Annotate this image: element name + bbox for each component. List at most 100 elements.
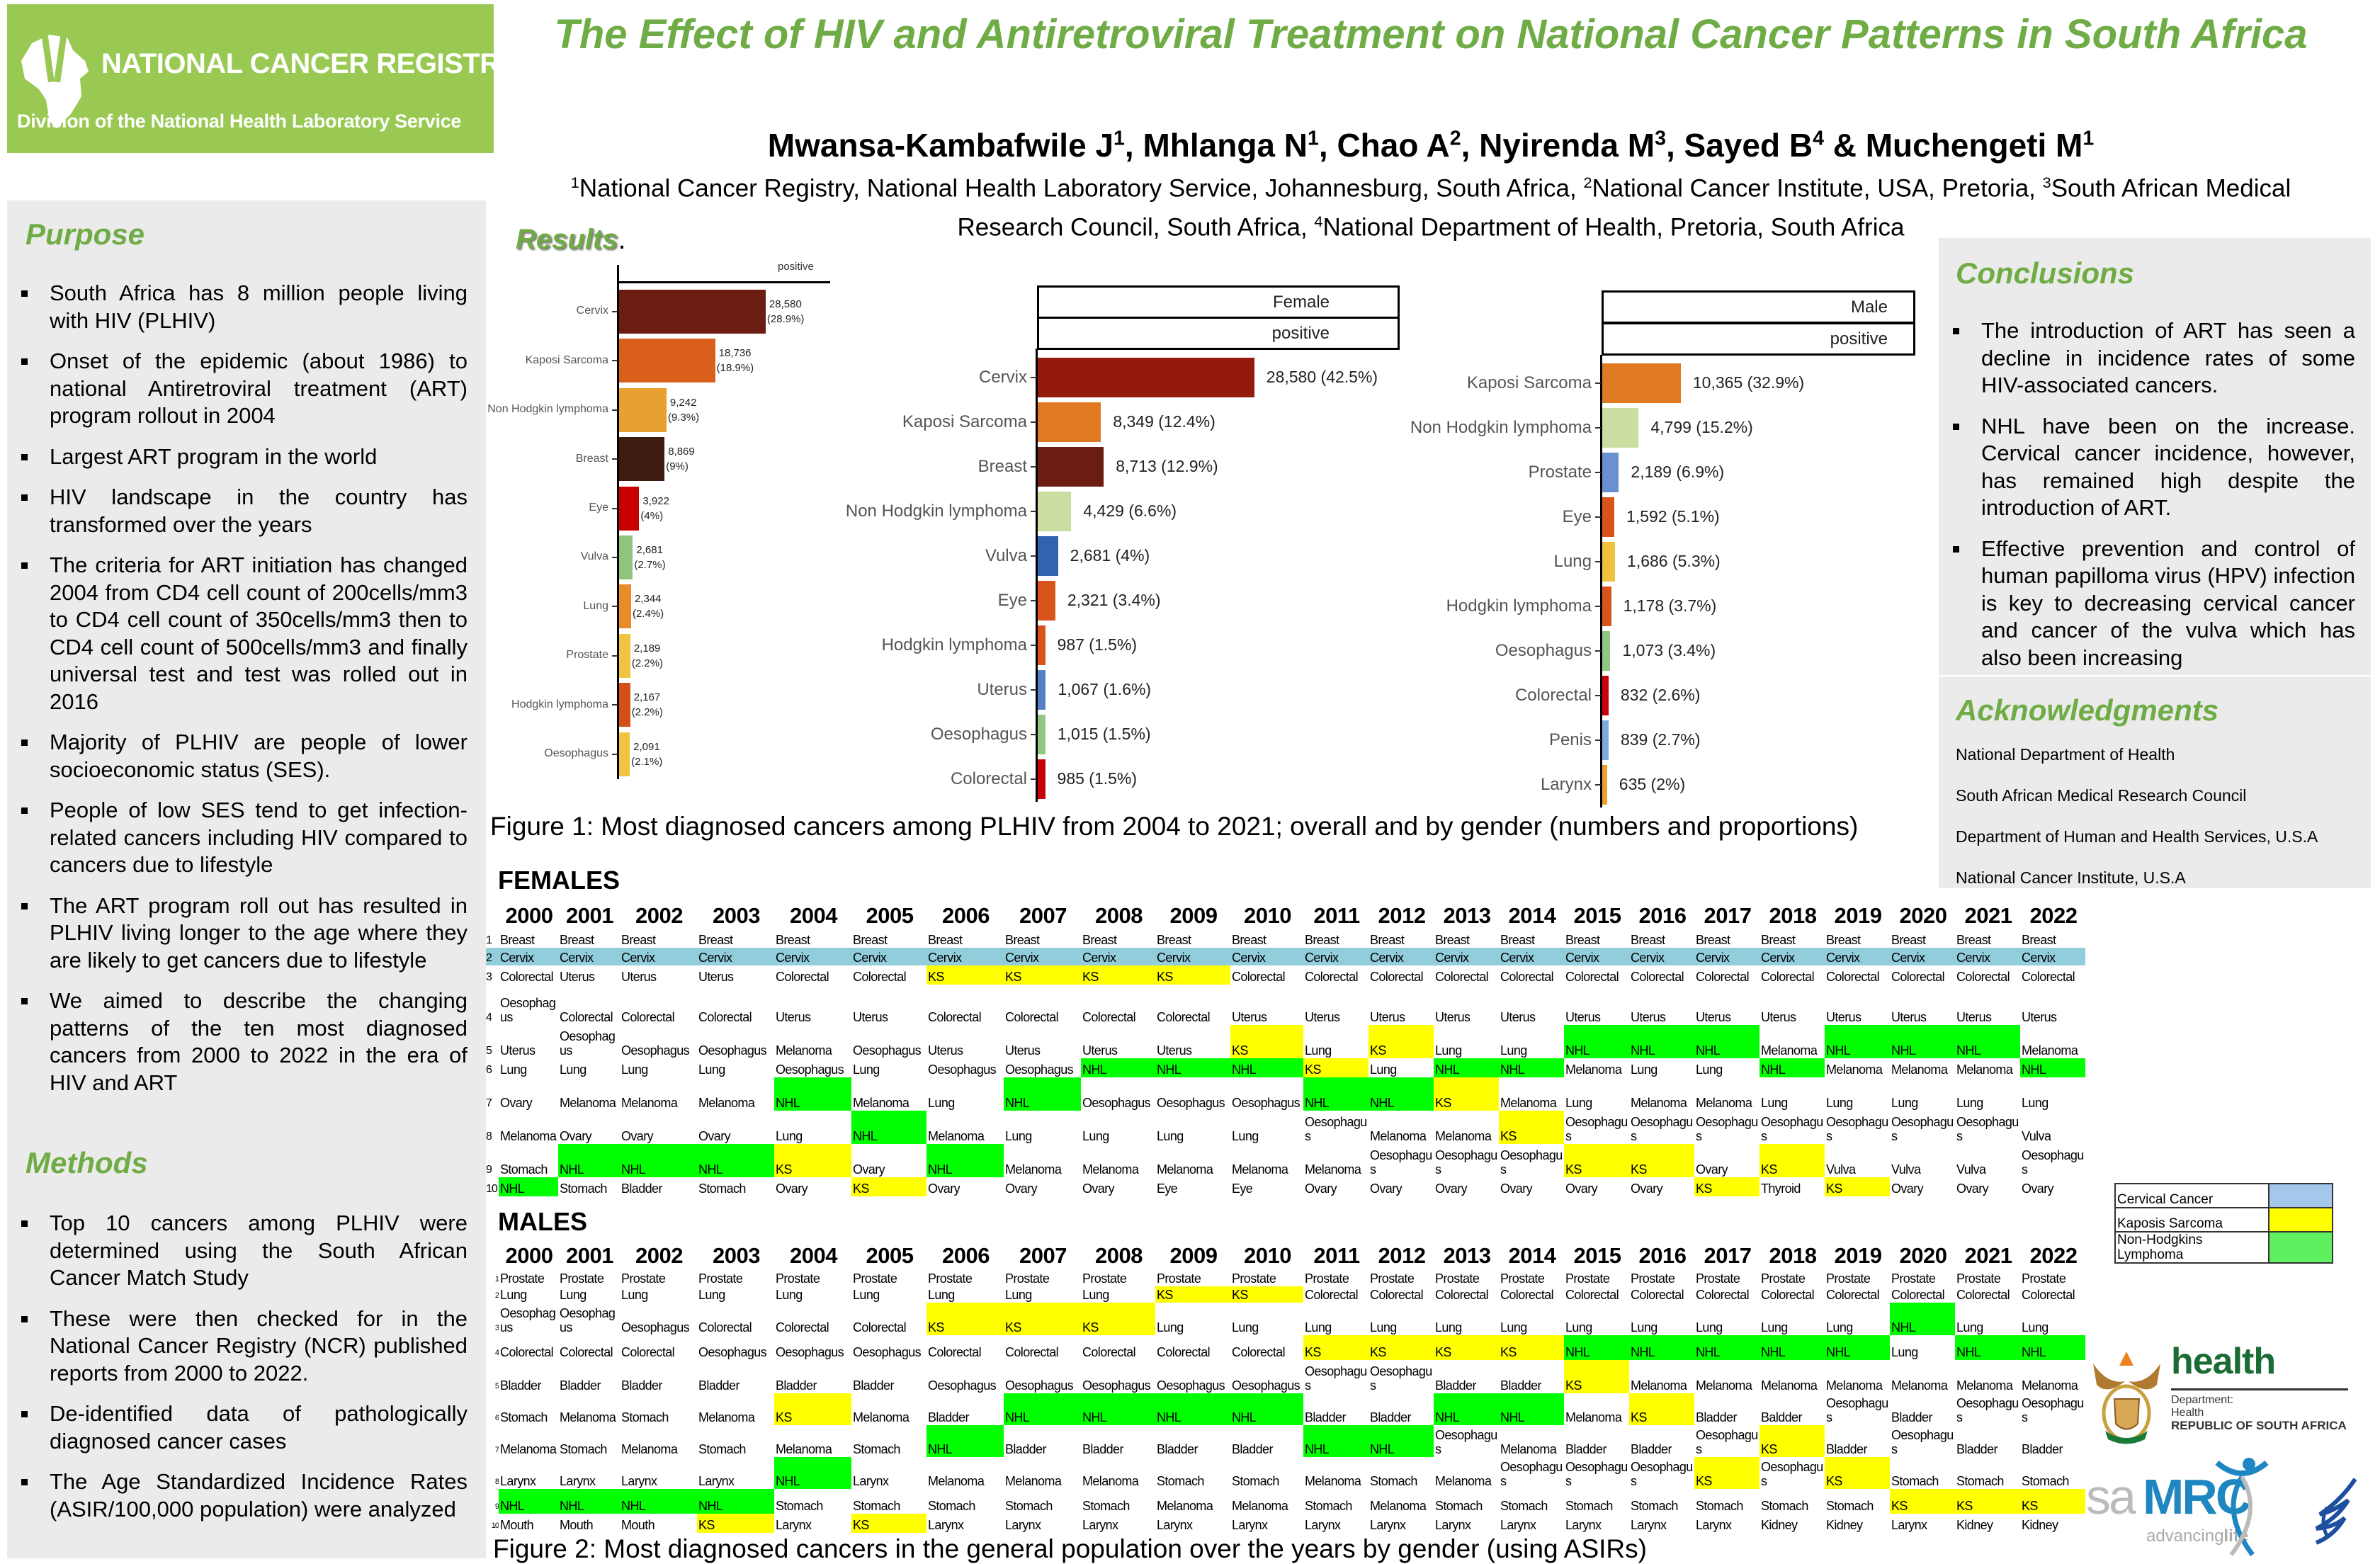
- tick-mark: [1595, 472, 1601, 473]
- cancer-cell: NHL: [697, 1144, 774, 1177]
- category-label: Penis: [1548, 730, 1592, 749]
- cancer-cell: Ovary: [853, 1162, 885, 1177]
- value-label: 1,067 (1.6%): [1058, 680, 1152, 699]
- cancer-cell: Oesophagus: [853, 1345, 922, 1359]
- cancer-cell: Uterus: [1157, 1043, 1192, 1058]
- cancer-cell: NHL: [1825, 1335, 1890, 1360]
- cancer-cell: Breast: [1500, 933, 1535, 947]
- cancer-cell: Cervix: [1004, 948, 1081, 965]
- cancer-cell: Larynx: [500, 1474, 536, 1488]
- tick-mark: [612, 458, 618, 460]
- tick-mark: [1031, 600, 1036, 601]
- cancer-cell: Breast: [2022, 933, 2056, 947]
- cancer-cell: Stomach: [500, 1410, 548, 1424]
- year-header: 2020: [1899, 1243, 1947, 1268]
- cancer-cell: Breast: [1305, 933, 1339, 947]
- cancer-cell: Uterus: [621, 970, 657, 984]
- category-label: Lung: [583, 599, 608, 612]
- cancer-cell: Colorectal: [560, 1345, 613, 1359]
- cancer-cell: Melanoma: [1157, 1499, 1213, 1513]
- cancer-cell: Melanoma: [1305, 1162, 1361, 1177]
- cancer-cell: Breast: [500, 933, 535, 947]
- cancer-cell: KS: [1081, 1303, 1155, 1335]
- cancer-cell: NHL: [1694, 1335, 1760, 1360]
- year-header: 2002: [635, 903, 683, 928]
- bar: [1038, 358, 1254, 397]
- cancer-cell: NHL: [1434, 1393, 1499, 1425]
- cancer-cell: Colorectal: [1232, 970, 1286, 984]
- cancer-cell: KS: [1694, 1457, 1760, 1489]
- rank-row: 9 Stomach NHL NHL NHL KS Ovary NHL Melanoma Melan…: [486, 1144, 2085, 1177]
- category-label: Oesophagus: [544, 747, 608, 759]
- tick-mark: [612, 311, 618, 312]
- cancer-cell: Vulva: [1891, 1162, 1921, 1177]
- bar: [619, 387, 667, 432]
- cancer-cell: Breast: [1891, 933, 1926, 947]
- cancer-cell: Uterus: [1082, 1043, 1118, 1058]
- cancer-cell: Cervix: [558, 948, 620, 965]
- cancer-cell: NHL: [1155, 1393, 1230, 1425]
- value-label: 8,713 (12.9%): [1116, 457, 1218, 476]
- cancer-cell: Colorectal: [1761, 1288, 1815, 1302]
- rank-row: 8 Melanoma Ovary Ovary Ovary Lung NHL Melanoma L…: [486, 1111, 2085, 1144]
- bar: [1602, 765, 1607, 805]
- cancer-cell: Breast: [698, 933, 733, 947]
- rank-number: 3: [494, 1324, 499, 1332]
- value-label: 1,178 (3.7%): [1623, 596, 1717, 616]
- category-label: Eye: [997, 590, 1027, 610]
- y-axis-line: [1600, 355, 1602, 808]
- cancer-cell: Cervix: [1499, 948, 1564, 965]
- rank-number: 6: [486, 1064, 492, 1076]
- cancer-cell: Breast: [1232, 933, 1266, 947]
- tick-mark: [1031, 778, 1036, 780]
- cancer-cell: Larynx: [1005, 1518, 1041, 1532]
- value-label: 635 (2%): [1619, 775, 1686, 794]
- cancer-cell: Lung: [1435, 1043, 1462, 1058]
- cancer-cell: Larynx: [853, 1474, 889, 1488]
- cancer-cell: NHL: [1368, 1077, 1434, 1111]
- cancer-cell: Ovary: [698, 1129, 731, 1143]
- cancer-cell: Melanoma: [928, 1474, 985, 1488]
- percent-label: (2.2%): [631, 657, 664, 669]
- year-header: 2017: [1704, 903, 1752, 928]
- cancer-cell: Lung: [1232, 1129, 1259, 1143]
- tick-mark: [612, 753, 618, 755]
- year-header: 2005: [866, 903, 914, 928]
- cancer-cell: Oesophagus: [1631, 1115, 1693, 1143]
- cancer-cell: KS: [1155, 1286, 1230, 1303]
- cancer-cell: Oesophagus: [1956, 1396, 2019, 1424]
- cancer-cell: KS: [926, 965, 1004, 985]
- cancer-cell: NHL: [1081, 1058, 1155, 1077]
- cancer-cell: Lung: [776, 1129, 803, 1143]
- category-label: Hodgkin lymphoma: [881, 635, 1027, 654]
- cancer-cell: Melanoma: [776, 1043, 832, 1058]
- cancer-cell: Lung: [560, 1288, 586, 1302]
- year-header: 2006: [942, 1243, 990, 1268]
- cancer-cell: Breast: [1696, 933, 1730, 947]
- cancer-cell: Lung: [1891, 1345, 1918, 1359]
- cancer-cell: Mouth: [500, 1518, 534, 1532]
- year-header: 2001: [566, 1243, 613, 1268]
- year-header: 2000: [505, 903, 553, 928]
- category-label: Breast: [575, 452, 608, 465]
- cancer-cell: Lung: [1082, 1288, 1109, 1302]
- cancer-cell: Vulva: [2022, 1129, 2051, 1143]
- category-label: Oesophagus: [930, 724, 1027, 744]
- cancer-cell: Larynx: [1891, 1518, 1927, 1532]
- cancer-cell: Bladder: [1435, 1378, 1476, 1393]
- rank-row: 10 Mouth Mouth Mouth KS Larynx KS Larynx Larynx L…: [486, 1514, 2085, 1533]
- cancer-cell: NHL: [1955, 1335, 2020, 1360]
- category-label: Non Hodgkin lymphoma: [845, 501, 1027, 521]
- cancer-cell: NHL: [697, 1489, 774, 1514]
- rank-number: 6: [494, 1414, 499, 1422]
- year-header: 2018: [1769, 1243, 1817, 1268]
- cancer-cell: KS: [1760, 1144, 1825, 1177]
- cancer-cell: Cervix: [1081, 948, 1155, 965]
- cancer-cell: Larynx: [928, 1518, 964, 1532]
- rank-row: 2 Lung Lung Lung Lung Lung Lung Lung Lung Lung KS K…: [486, 1286, 2085, 1303]
- tick-mark: [1595, 650, 1601, 652]
- year-header: 2022: [2029, 1243, 2078, 1268]
- strip-label: positive: [1271, 324, 1330, 343]
- cancer-cell: Stomach: [1696, 1499, 1743, 1513]
- cancer-cell: Prostate: [1631, 1271, 1675, 1286]
